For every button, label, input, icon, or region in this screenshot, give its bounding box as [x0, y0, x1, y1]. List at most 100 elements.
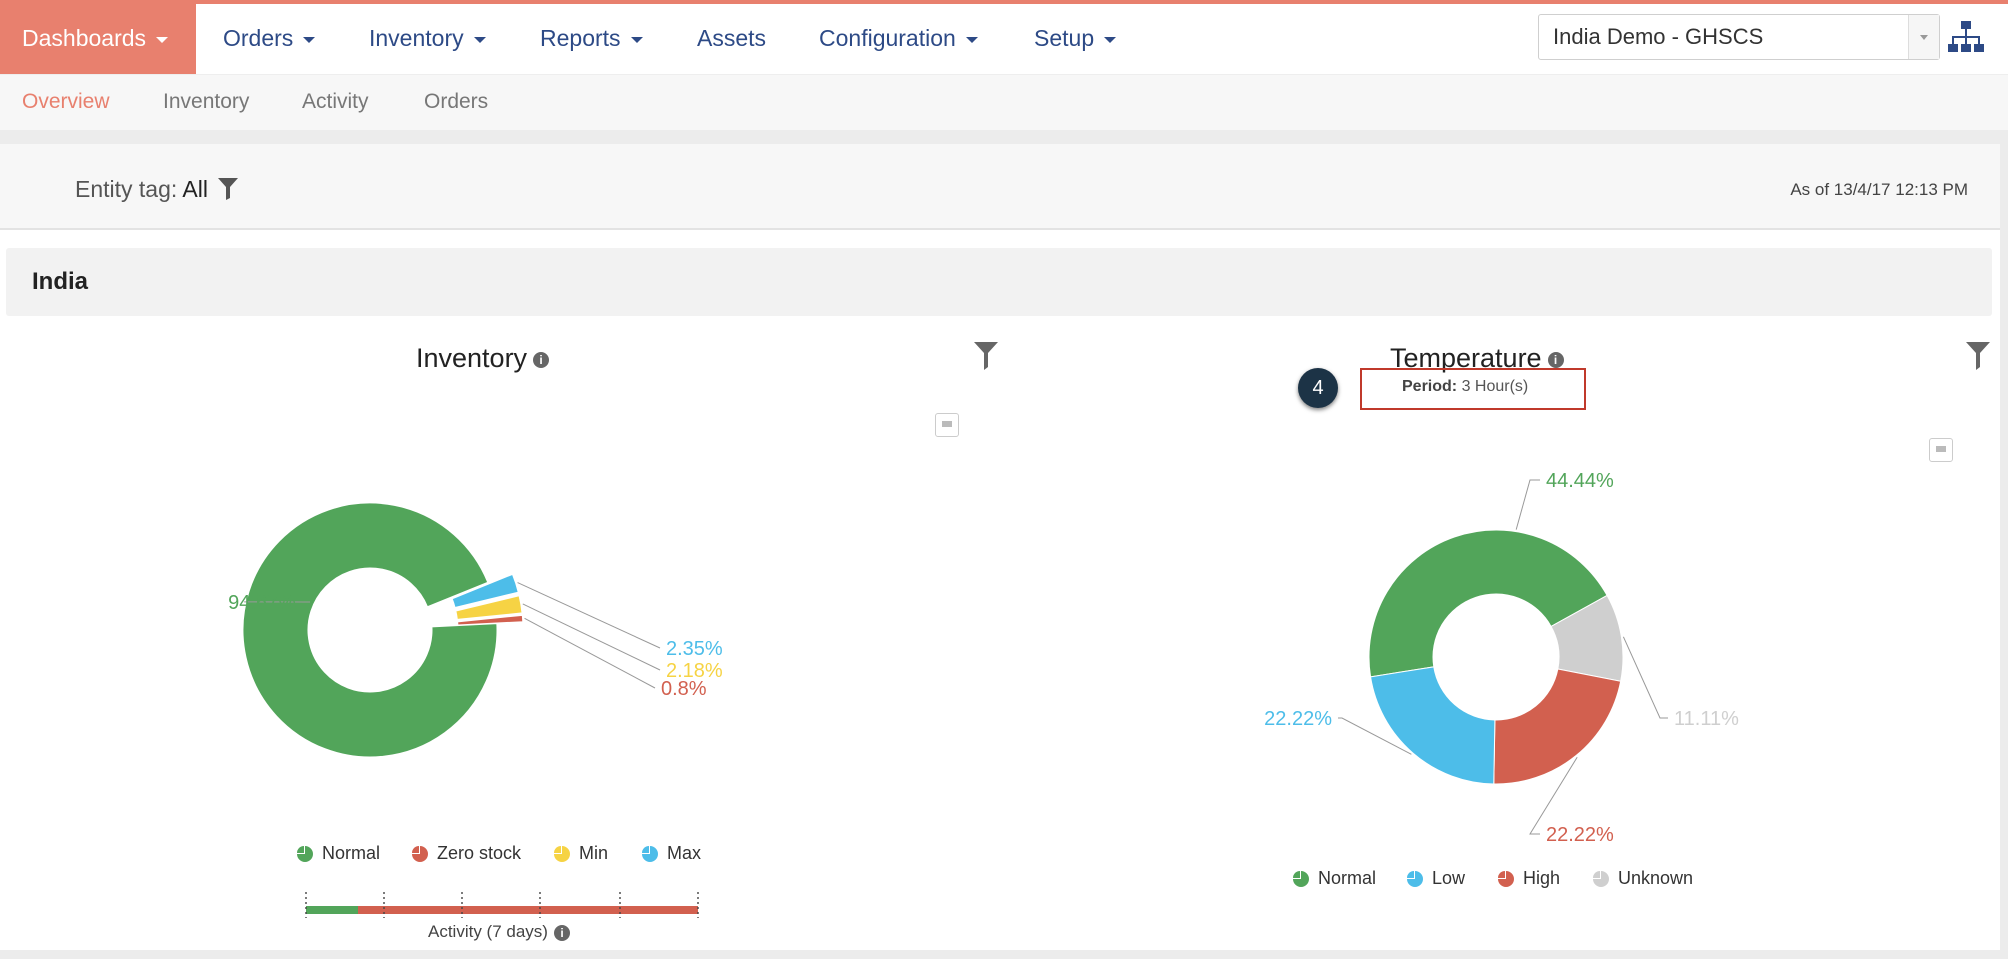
caret-down-icon: [303, 36, 316, 43]
legend-high[interactable]: High: [1497, 868, 1560, 889]
domain-select[interactable]: India Demo - GHSCS: [1538, 14, 1940, 60]
as-of-timestamp: As of 13/4/17 12:13 PM: [1790, 180, 1968, 199]
entity-tag-label: Entity tag:: [75, 176, 178, 202]
pie-legend-icon: [1407, 871, 1423, 888]
nav-configuration[interactable]: Configuration: [819, 4, 978, 74]
nav-orders[interactable]: Orders: [223, 4, 316, 74]
nav-inventory[interactable]: Inventory: [369, 4, 486, 74]
caret-down-icon: [630, 36, 643, 43]
pie-legend-icon: [642, 846, 658, 863]
pie-legend-icon: [554, 846, 570, 863]
inventory-pie-chart: 94.67% 2.35%2.18%0.8%: [228, 502, 723, 758]
sub-nav: [0, 74, 2008, 131]
legend-normal[interactable]: Normal: [296, 843, 380, 864]
caret-down-icon: [1104, 36, 1117, 43]
activity-bar-inactive: [358, 906, 698, 914]
pie-slice-min[interactable]: [455, 595, 523, 620]
nav-configuration-label: Configuration: [819, 25, 956, 51]
nav-assets[interactable]: Assets: [697, 4, 766, 74]
inventory-chart-menu-icon[interactable]: [935, 413, 959, 437]
page-bottom-edge: [0, 950, 2008, 959]
top-accent-bar: [0, 0, 2008, 4]
leader-line-min: [522, 603, 661, 671]
nav-dashboards-label: Dashboards: [22, 25, 147, 51]
info-icon[interactable]: i: [553, 924, 570, 941]
nav-inventory-label: Inventory: [369, 25, 464, 51]
legend-normal-temp[interactable]: Normal: [1292, 868, 1376, 889]
legend-unknown-label: Unknown: [1618, 868, 1694, 888]
pie-slice-zero-stock[interactable]: [457, 614, 524, 626]
legend-min-label: Min: [579, 843, 609, 863]
data-label-low: 22.22%: [1264, 708, 1332, 730]
nav-reports-label: Reports: [540, 25, 621, 51]
nav-dashboards[interactable]: Dashboards: [0, 4, 197, 74]
entity-tag-filter[interactable]: Entity tag: All: [75, 176, 239, 203]
data-label-zero-stock: 0.8%: [661, 678, 707, 700]
data-label-max: 2.35%: [666, 638, 723, 660]
legend-unknown[interactable]: Unknown: [1592, 868, 1693, 889]
pie-slice-normal[interactable]: [1368, 529, 1608, 678]
legend-max[interactable]: Max: [641, 843, 701, 864]
info-icon[interactable]: i: [1547, 351, 1564, 368]
region-header: [6, 248, 1992, 316]
legend-zero-stock[interactable]: Zero stock: [411, 843, 521, 864]
period-text: Period: 3 Hour(s): [1402, 378, 1528, 396]
region-title: India: [32, 268, 89, 295]
leader-line-normal: [1515, 479, 1540, 530]
inventory-chart-title: Inventory i: [416, 343, 550, 374]
leader-line-zero-stock: [524, 617, 656, 689]
temperature-pie-chart: 44.44% 11.11% 22.22% 22.22%: [1264, 470, 1739, 846]
nav-reports[interactable]: Reports: [540, 4, 643, 74]
pie-slice-high[interactable]: [1493, 668, 1622, 785]
leader-line-max: [517, 582, 661, 649]
subnav-overview[interactable]: Overview: [22, 90, 110, 113]
pie-legend-icon: [1293, 871, 1309, 888]
domain-select-value: India Demo - GHSCS: [1553, 24, 1764, 49]
temperature-filter-icon[interactable]: [1966, 342, 1990, 370]
subnav-orders[interactable]: Orders: [424, 90, 489, 113]
filter-icon[interactable]: [218, 178, 239, 200]
legend-low-label: Low: [1432, 868, 1466, 888]
inventory-filter-icon[interactable]: [974, 342, 998, 370]
info-icon[interactable]: i: [533, 351, 550, 368]
pie-legend-icon: [1498, 871, 1514, 888]
data-label-min: 2.18%: [666, 660, 723, 682]
legend-high-label: High: [1523, 868, 1561, 888]
nav-setup-label: Setup: [1034, 25, 1095, 51]
pie-legend-icon: [297, 846, 313, 863]
activity-bar: [305, 892, 699, 918]
pie-legend-icon: [412, 846, 428, 863]
page-edge: [2000, 130, 2008, 959]
activity-bar-active: [306, 906, 358, 914]
period-value: 3 Hour(s): [1461, 378, 1529, 395]
filter-bar: [0, 144, 2000, 230]
data-label-high: 22.22%: [1546, 824, 1614, 846]
caret-down-icon: [156, 36, 169, 43]
hierarchy-icon[interactable]: [1948, 20, 1984, 59]
data-label-normal: 94.67%: [228, 592, 296, 614]
entity-tag-value: All: [182, 176, 208, 202]
pie-slice-max[interactable]: [451, 573, 519, 609]
legend-zero-stock-label: Zero stock: [437, 843, 522, 863]
pie-slice-low[interactable]: [1369, 666, 1496, 785]
temperature-chart-menu-icon[interactable]: [1929, 438, 1953, 462]
pie-legend-icon: [1593, 871, 1609, 888]
legend-normal-label: Normal: [322, 843, 381, 863]
data-label-unknown: 11.11%: [1674, 708, 1739, 730]
inventory-title-text: Inventory: [416, 343, 528, 373]
leader-line-unknown: [1622, 636, 1668, 719]
data-label-normal: 44.44%: [1546, 470, 1614, 492]
dropdown-arrow-icon[interactable]: [1908, 15, 1939, 59]
subnav-activity[interactable]: Activity: [302, 90, 369, 113]
activity-label-text: Activity (7 days): [428, 922, 548, 941]
pie-slice-normal[interactable]: [242, 502, 498, 758]
legend-min[interactable]: Min: [553, 843, 608, 864]
legend-low[interactable]: Low: [1406, 868, 1465, 889]
nav-setup[interactable]: Setup: [1034, 4, 1117, 74]
leader-line-high: [1529, 756, 1578, 835]
activity-label: Activity (7 days) i: [428, 922, 570, 942]
caret-down-icon: [473, 36, 486, 43]
legend-max-label: Max: [667, 843, 702, 863]
subnav-inventory[interactable]: Inventory: [163, 90, 250, 113]
period-highlight-box: [1360, 368, 1586, 410]
